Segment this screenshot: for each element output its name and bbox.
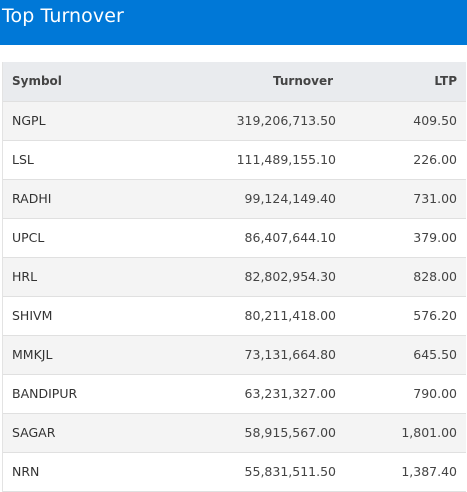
table-row[interactable]: NRN 55,831,511.50 1,387.40 bbox=[3, 452, 466, 492]
cell-symbol[interactable]: MMKJL bbox=[3, 335, 133, 375]
column-header-symbol[interactable]: Symbol bbox=[3, 62, 133, 102]
cell-symbol[interactable]: BANDIPUR bbox=[3, 374, 133, 414]
cell-turnover: 82,802,954.30 bbox=[133, 257, 336, 297]
table-row[interactable]: BANDIPUR 63,231,327.00 790.00 bbox=[3, 374, 466, 414]
column-header-ltp[interactable]: LTP bbox=[336, 62, 466, 102]
page-header: Top Turnover bbox=[0, 0, 467, 45]
cell-symbol[interactable]: HRL bbox=[3, 257, 133, 297]
top-turnover-table: Symbol Turnover LTP NGPL 319,206,713.50 … bbox=[3, 62, 466, 492]
cell-ltp: 1,387.40 bbox=[336, 452, 466, 492]
cell-symbol[interactable]: UPCL bbox=[3, 218, 133, 258]
cell-symbol[interactable]: SAGAR bbox=[3, 413, 133, 453]
cell-ltp: 731.00 bbox=[336, 179, 466, 219]
cell-ltp: 226.00 bbox=[336, 140, 466, 180]
cell-symbol[interactable]: RADHI bbox=[3, 179, 133, 219]
cell-symbol[interactable]: NGPL bbox=[3, 101, 133, 141]
page-title: Top Turnover bbox=[2, 5, 124, 27]
cell-turnover: 80,211,418.00 bbox=[133, 296, 336, 336]
cell-ltp: 379.00 bbox=[336, 218, 466, 258]
table-header-row: Symbol Turnover LTP bbox=[3, 62, 466, 102]
cell-ltp: 790.00 bbox=[336, 374, 466, 414]
table-row[interactable]: SAGAR 58,915,567.00 1,801.00 bbox=[3, 413, 466, 453]
table-row[interactable]: RADHI 99,124,149.40 731.00 bbox=[3, 179, 466, 219]
cell-turnover: 319,206,713.50 bbox=[133, 101, 336, 141]
top-turnover-table-container: Symbol Turnover LTP NGPL 319,206,713.50 … bbox=[2, 62, 466, 492]
cell-symbol[interactable]: SHIVM bbox=[3, 296, 133, 336]
table-row[interactable]: MMKJL 73,131,664.80 645.50 bbox=[3, 335, 466, 375]
cell-ltp: 576.20 bbox=[336, 296, 466, 336]
cell-turnover: 58,915,567.00 bbox=[133, 413, 336, 453]
cell-symbol[interactable]: LSL bbox=[3, 140, 133, 180]
cell-ltp: 828.00 bbox=[336, 257, 466, 297]
cell-ltp: 1,801.00 bbox=[336, 413, 466, 453]
cell-turnover: 111,489,155.10 bbox=[133, 140, 336, 180]
table-row[interactable]: LSL 111,489,155.10 226.00 bbox=[3, 140, 466, 180]
table-row[interactable]: HRL 82,802,954.30 828.00 bbox=[3, 257, 466, 297]
table-row[interactable]: UPCL 86,407,644.10 379.00 bbox=[3, 218, 466, 258]
cell-turnover: 63,231,327.00 bbox=[133, 374, 336, 414]
cell-turnover: 99,124,149.40 bbox=[133, 179, 336, 219]
cell-symbol[interactable]: NRN bbox=[3, 452, 133, 492]
cell-turnover: 55,831,511.50 bbox=[133, 452, 336, 492]
cell-turnover: 86,407,644.10 bbox=[133, 218, 336, 258]
cell-ltp: 409.50 bbox=[336, 101, 466, 141]
column-header-turnover[interactable]: Turnover bbox=[133, 62, 336, 102]
table-row[interactable]: SHIVM 80,211,418.00 576.20 bbox=[3, 296, 466, 336]
cell-turnover: 73,131,664.80 bbox=[133, 335, 336, 375]
cell-ltp: 645.50 bbox=[336, 335, 466, 375]
table-row[interactable]: NGPL 319,206,713.50 409.50 bbox=[3, 101, 466, 141]
